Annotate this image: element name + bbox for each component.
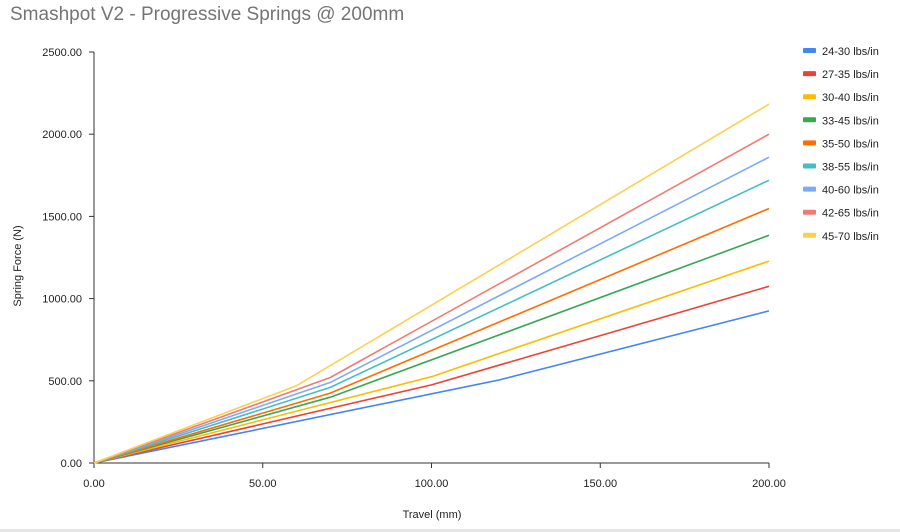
legend-swatch	[803, 163, 816, 169]
x-axis-label: Travel (mm)	[403, 509, 462, 521]
y-tick-label: 0.00	[61, 458, 82, 470]
legend-swatch	[803, 232, 816, 238]
legend-swatch	[803, 117, 816, 123]
legend: 24-30 lbs/in 27-35 lbs/in 30-40 lbs/in 33-4…	[803, 46, 879, 243]
legend-swatch	[803, 94, 816, 100]
x-tick-label: 50.00	[249, 478, 277, 490]
series-line	[93, 103, 770, 464]
x-tick-label: 200.00	[752, 478, 786, 490]
x-tick-label: 150.00	[583, 478, 617, 490]
y-tick-label: 500.00	[48, 376, 82, 388]
bottom-scroll-strip	[0, 529, 900, 532]
legend-label: 40-60 lbs/in	[822, 185, 879, 197]
legend-label: 35-50 lbs/in	[822, 138, 879, 150]
legend-swatch	[803, 186, 816, 192]
series-line	[93, 133, 770, 464]
chart-title: Smashpot V2 - Progressive Springs @ 200m…	[10, 4, 405, 25]
series-line	[93, 260, 770, 464]
x-tick-label: 0.00	[83, 478, 104, 490]
y-tick-label: 1500.00	[42, 211, 82, 223]
legend-label: 45-70 lbs/in	[822, 231, 879, 243]
legend-label: 33-45 lbs/in	[822, 115, 879, 127]
y-axis-label: Spring Force (N)	[12, 225, 24, 306]
legend-label: 27-35 lbs/in	[822, 69, 879, 81]
y-tick-label: 2500.00	[42, 47, 82, 59]
y-axis: Spring Force (N)	[12, 52, 95, 463]
legend-label: 42-65 lbs/in	[822, 208, 879, 220]
legend-swatch	[803, 48, 816, 53]
legend-label: 30-40 lbs/in	[822, 92, 879, 104]
series-line	[93, 285, 770, 464]
series-line	[93, 156, 770, 464]
series-line	[93, 207, 770, 464]
legend-label: 38-55 lbs/in	[822, 162, 879, 174]
y-tick-label: 2000.00	[42, 129, 82, 141]
legend-swatch	[803, 209, 816, 215]
x-tick-label: 100.00	[415, 478, 449, 490]
axis-ticks: 0.00 500.00 1000.00 1500.00 2000.00 2500.00 0.…	[42, 47, 786, 490]
series-line	[93, 234, 770, 464]
series-line	[93, 310, 770, 464]
legend-label: 24-30 lbs/in	[822, 46, 879, 58]
series-lines	[93, 103, 770, 464]
y-tick-label: 1000.00	[42, 294, 82, 306]
legend-swatch	[803, 71, 816, 77]
series-line	[93, 179, 770, 464]
legend-swatch	[803, 140, 816, 146]
x-axis: Travel (mm)	[94, 462, 769, 521]
